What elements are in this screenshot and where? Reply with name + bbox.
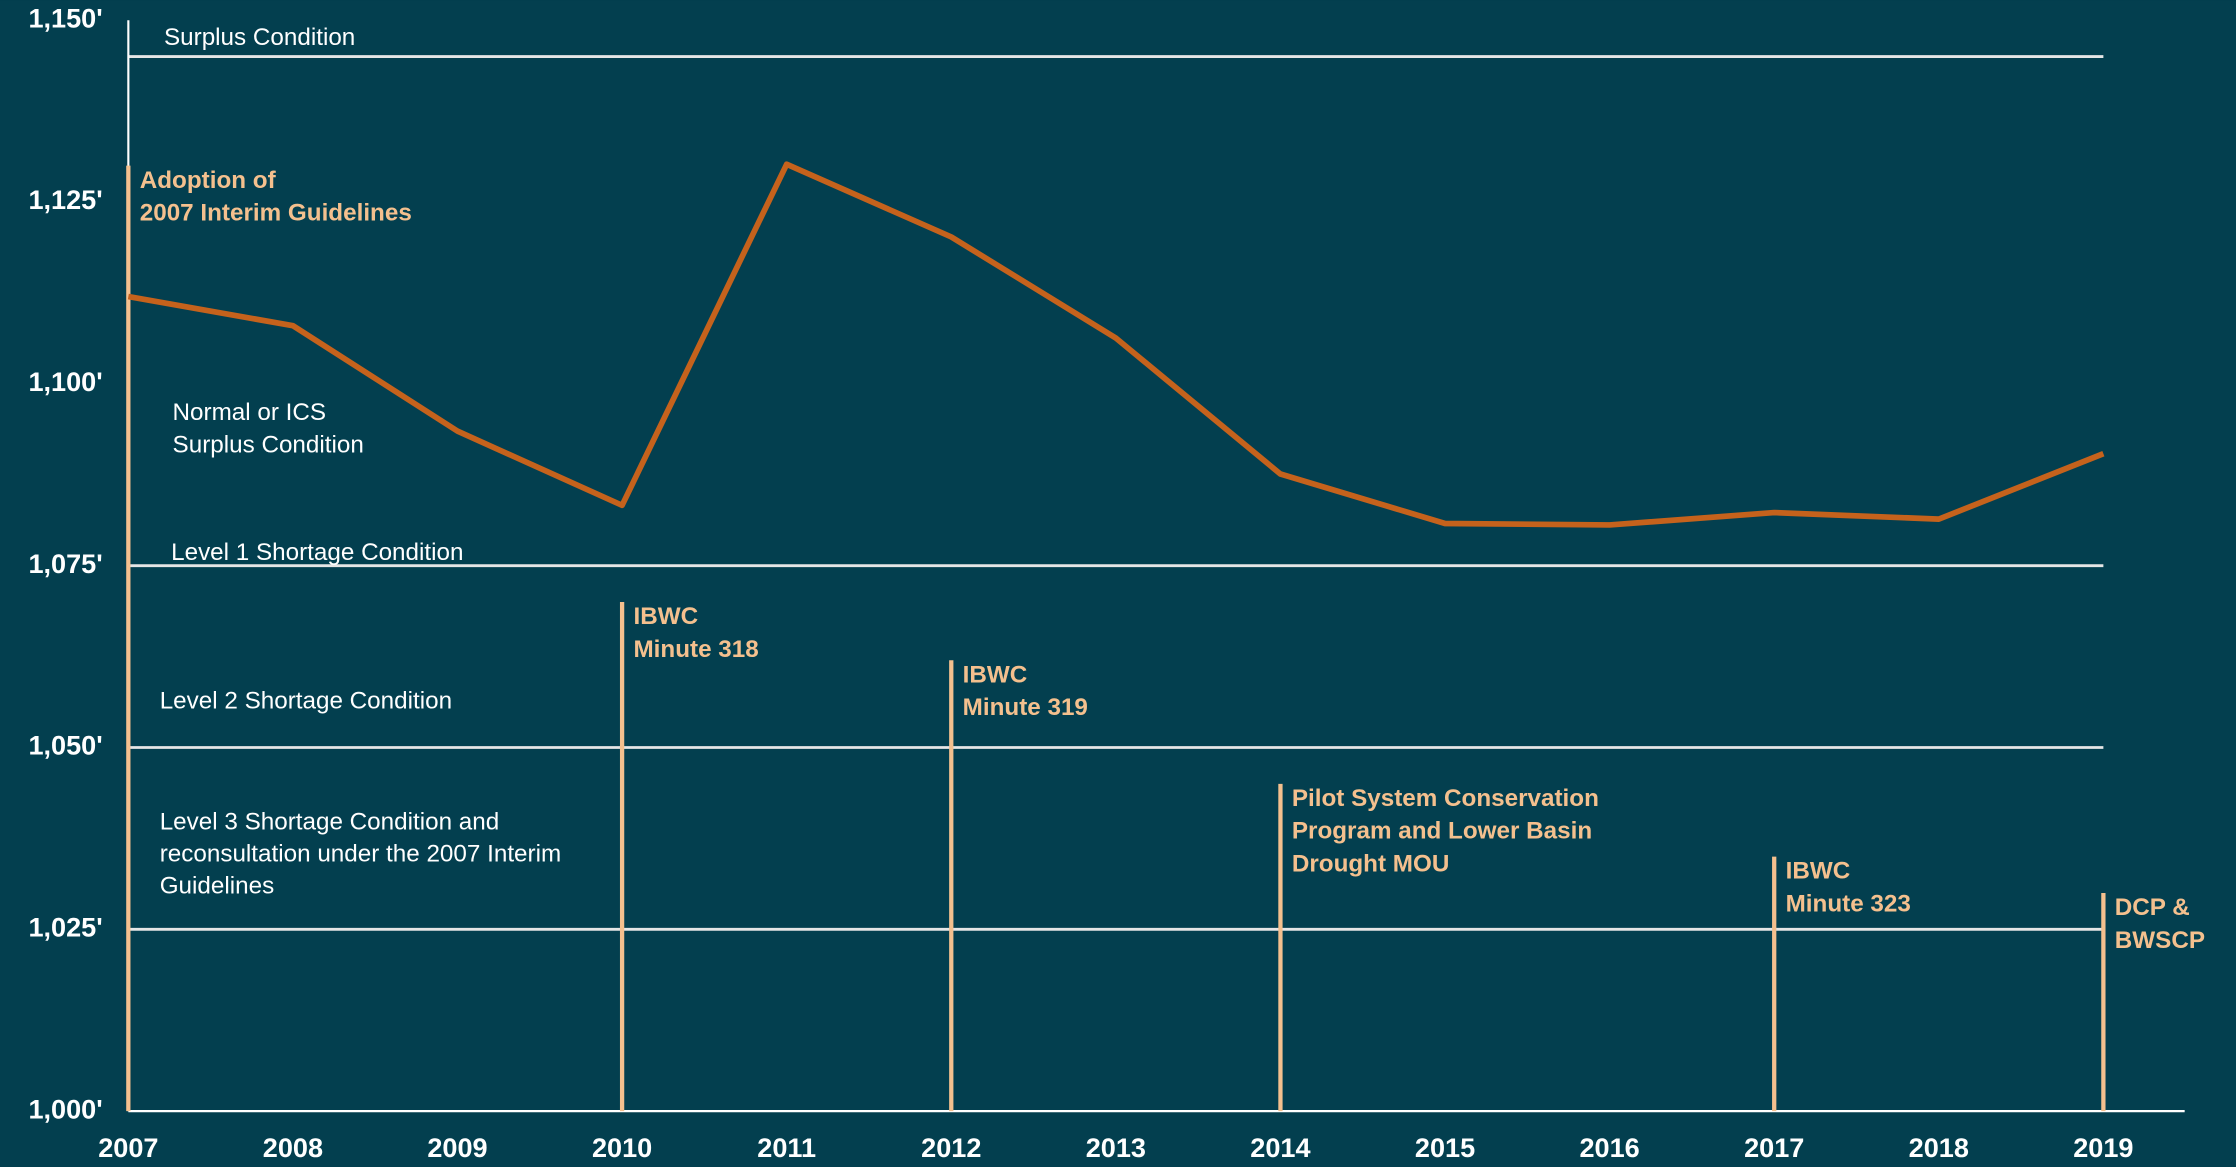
- x-tick-label: 2011: [757, 1132, 816, 1163]
- zone-label: Normal or ICS: [173, 399, 327, 426]
- annotation-label: IBWC: [1786, 858, 1851, 885]
- y-tick-label: 1,050': [28, 730, 102, 761]
- annotation-label: BWSCP: [2115, 927, 2205, 954]
- zone-label: Guidelines: [160, 873, 275, 900]
- annotation-label: IBWC: [963, 661, 1028, 688]
- x-tick-label: 2013: [1086, 1132, 1146, 1163]
- x-tick-label: 2015: [1415, 1132, 1475, 1163]
- annotation-label: Minute 319: [963, 694, 1088, 721]
- annotation-label: Pilot System Conservation: [1292, 785, 1599, 812]
- y-tick-label: 1,100': [28, 366, 102, 397]
- x-tick-label: 2008: [263, 1132, 323, 1163]
- annotation-label: Adoption of: [140, 167, 277, 194]
- x-tick-label: 2019: [2073, 1132, 2133, 1163]
- zone-label: Surplus Condition: [164, 24, 355, 51]
- annotation-label: Program and Lower Basin: [1292, 818, 1592, 845]
- annotation-label: 2007 Interim Guidelines: [140, 200, 412, 227]
- annotation-label: Minute 318: [634, 636, 759, 663]
- x-tick-label: 2010: [592, 1132, 652, 1163]
- y-tick-label: 1,025': [28, 911, 102, 942]
- annotation-label: DCP &: [2115, 894, 2190, 921]
- zone-label: Level 3 Shortage Condition and: [160, 808, 500, 835]
- annotation-label: IBWC: [634, 603, 699, 630]
- y-tick-label: 1,075': [28, 548, 102, 579]
- zone-label: reconsultation under the 2007 Interim: [160, 841, 561, 868]
- x-tick-label: 2009: [427, 1132, 487, 1163]
- x-tick-label: 2016: [1579, 1132, 1639, 1163]
- x-tick-label: 2018: [1909, 1132, 1969, 1163]
- y-tick-label: 1,150': [28, 2, 102, 33]
- y-tick-label: 1,125': [28, 184, 102, 215]
- zone-label: Surplus Condition: [173, 431, 364, 458]
- zone-label: Level 1 Shortage Condition: [171, 539, 463, 566]
- x-tick-label: 2007: [98, 1132, 158, 1163]
- y-tick-label: 1,000': [28, 1093, 102, 1124]
- annotation-label: Drought MOU: [1292, 851, 1449, 878]
- x-tick-label: 2012: [921, 1132, 981, 1163]
- zone-label: Level 2 Shortage Condition: [160, 687, 452, 714]
- data-line: [127, 161, 2105, 528]
- annotation-label: Minute 323: [1786, 890, 1911, 917]
- x-tick-label: 2014: [1250, 1132, 1310, 1163]
- x-tick-label: 2017: [1744, 1132, 1804, 1163]
